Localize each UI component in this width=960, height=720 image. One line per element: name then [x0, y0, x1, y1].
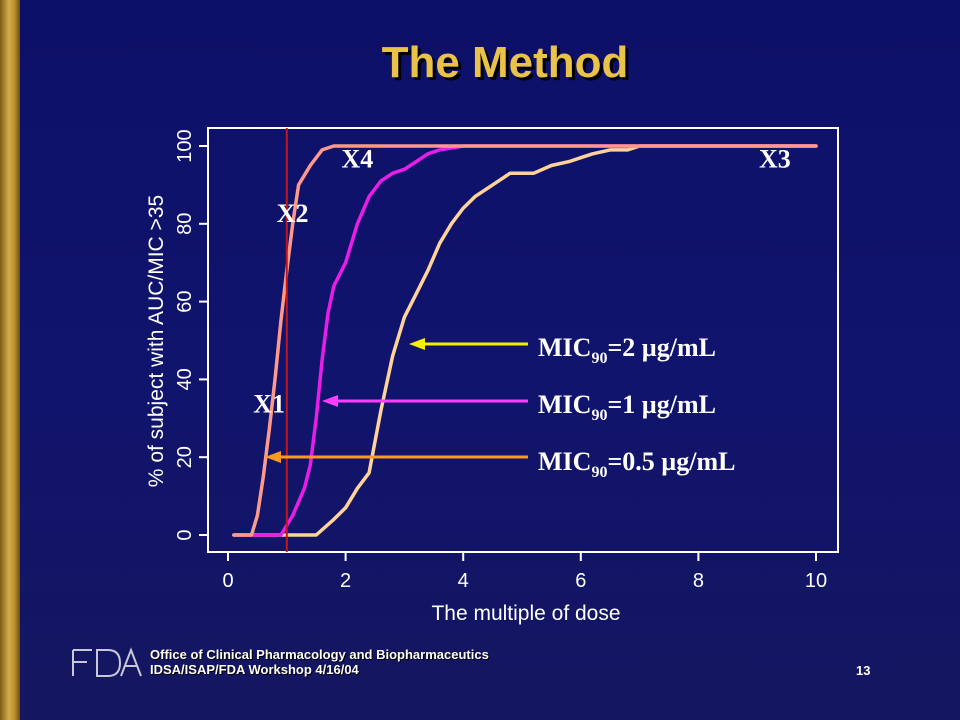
series-label-rest: =0.5 µg/mL	[607, 447, 735, 476]
y-tick-label: 20	[174, 446, 196, 468]
y-tick-label: 40	[174, 368, 196, 390]
plot-frame-rect	[207, 127, 839, 553]
series-label-rest: =1 µg/mL	[607, 390, 716, 419]
series-label-rest: =2 µg/mL	[607, 333, 716, 362]
slide-title: The Method	[381, 38, 629, 87]
x-tick-label: 6	[575, 570, 586, 592]
x-axis-title: The multiple of dose	[431, 602, 620, 625]
plot-frame	[207, 127, 839, 553]
footer-line-2: IDSA/ISAP/FDA Workshop 4/16/04	[150, 662, 359, 677]
page-number: 13	[856, 663, 871, 678]
annotation-x4: X4	[341, 145, 373, 174]
y-tick-label: 80	[174, 213, 196, 235]
series-label-mic-1: MIC90=1 µg/mL	[538, 390, 716, 424]
arrow-head-mic-05	[265, 451, 281, 463]
series-label-mic-05: MIC90=0.5 µg/mL	[538, 447, 735, 481]
series-line-mic-2	[232, 144, 818, 537]
series-label-subscript: 90	[591, 407, 607, 424]
x-tick-label: 10	[805, 570, 827, 592]
series-label-mic-2: MIC90=2 µg/mL	[538, 333, 716, 367]
series-label-main: MIC	[538, 447, 591, 476]
y-tick-label: 0	[174, 529, 196, 540]
annotation-x3: X3	[759, 145, 791, 174]
series-label-subscript: 90	[591, 350, 607, 367]
series-lines	[232, 144, 818, 537]
series-label-main: MIC	[538, 390, 591, 419]
series-line-mic-05	[232, 144, 818, 537]
x-tick-label: 0	[222, 570, 233, 592]
series-line-mic-1	[238, 144, 818, 537]
fda-logo-icon	[72, 647, 142, 677]
y-tick-label: 60	[174, 290, 196, 312]
annotation-x1: X1	[253, 390, 285, 419]
arrow-head-mic-1	[322, 395, 338, 407]
y-axis-title: % of subject with AUC/MIC >35	[145, 195, 168, 487]
x-tick-label: 2	[340, 570, 351, 592]
x-tick-label: 4	[458, 570, 469, 592]
series-label-subscript: 90	[591, 464, 607, 481]
annotation-x2: X2	[277, 199, 309, 228]
y-tick-label: 100	[174, 129, 196, 162]
gold-side-bar	[0, 0, 20, 720]
annotations: X1 X2 X4 X3	[253, 145, 790, 419]
series-label-main: MIC	[538, 333, 591, 362]
arrow-head-mic-2	[409, 338, 425, 350]
x-tick-label: 8	[693, 570, 704, 592]
footer-text: Office of Clinical Pharmacology and Biop…	[150, 647, 489, 677]
footer-line-1: Office of Clinical Pharmacology and Biop…	[150, 647, 489, 662]
